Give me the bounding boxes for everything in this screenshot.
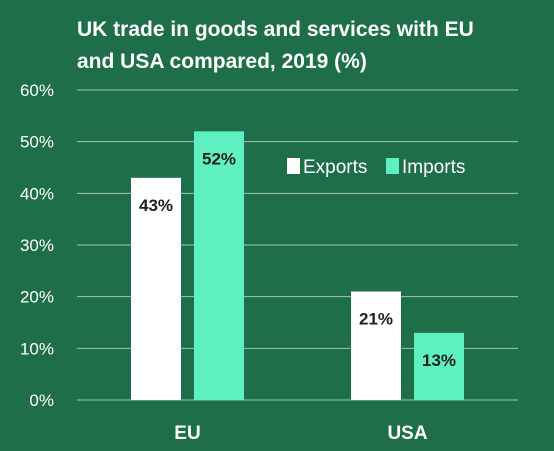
chart-title: UK trade in goods and services with EU a… [77,14,537,78]
bar-imports-eu [194,131,244,401]
data-label: 13% [422,351,456,370]
legend-swatch-exports [287,158,300,174]
legend-swatch-imports [386,158,399,174]
bar-exports-eu [131,177,181,400]
bar-imports-usa [414,332,464,400]
chart-title-line-1: UK trade in goods and services with EU [77,18,474,41]
y-tick-label: 40% [20,184,54,203]
y-tick-label: 30% [20,236,54,255]
y-tick-label: 0% [29,391,54,410]
y-tick-label: 50% [20,133,54,152]
y-tick-label: 60% [20,81,54,100]
data-label: 43% [139,196,173,215]
y-tick-label: 10% [20,339,54,358]
data-label: 21% [359,310,393,329]
chart-title-line-2: and USA compared, 2019 (%) [77,50,367,73]
y-tick-label: 20% [20,288,54,307]
data-label: 52% [202,149,236,168]
legend-label: Imports [402,157,465,178]
x-category-label: EU [174,423,200,444]
bar-exports-usa [351,291,401,400]
legend-label: Exports [303,157,367,178]
x-category-label: USA [387,423,427,444]
